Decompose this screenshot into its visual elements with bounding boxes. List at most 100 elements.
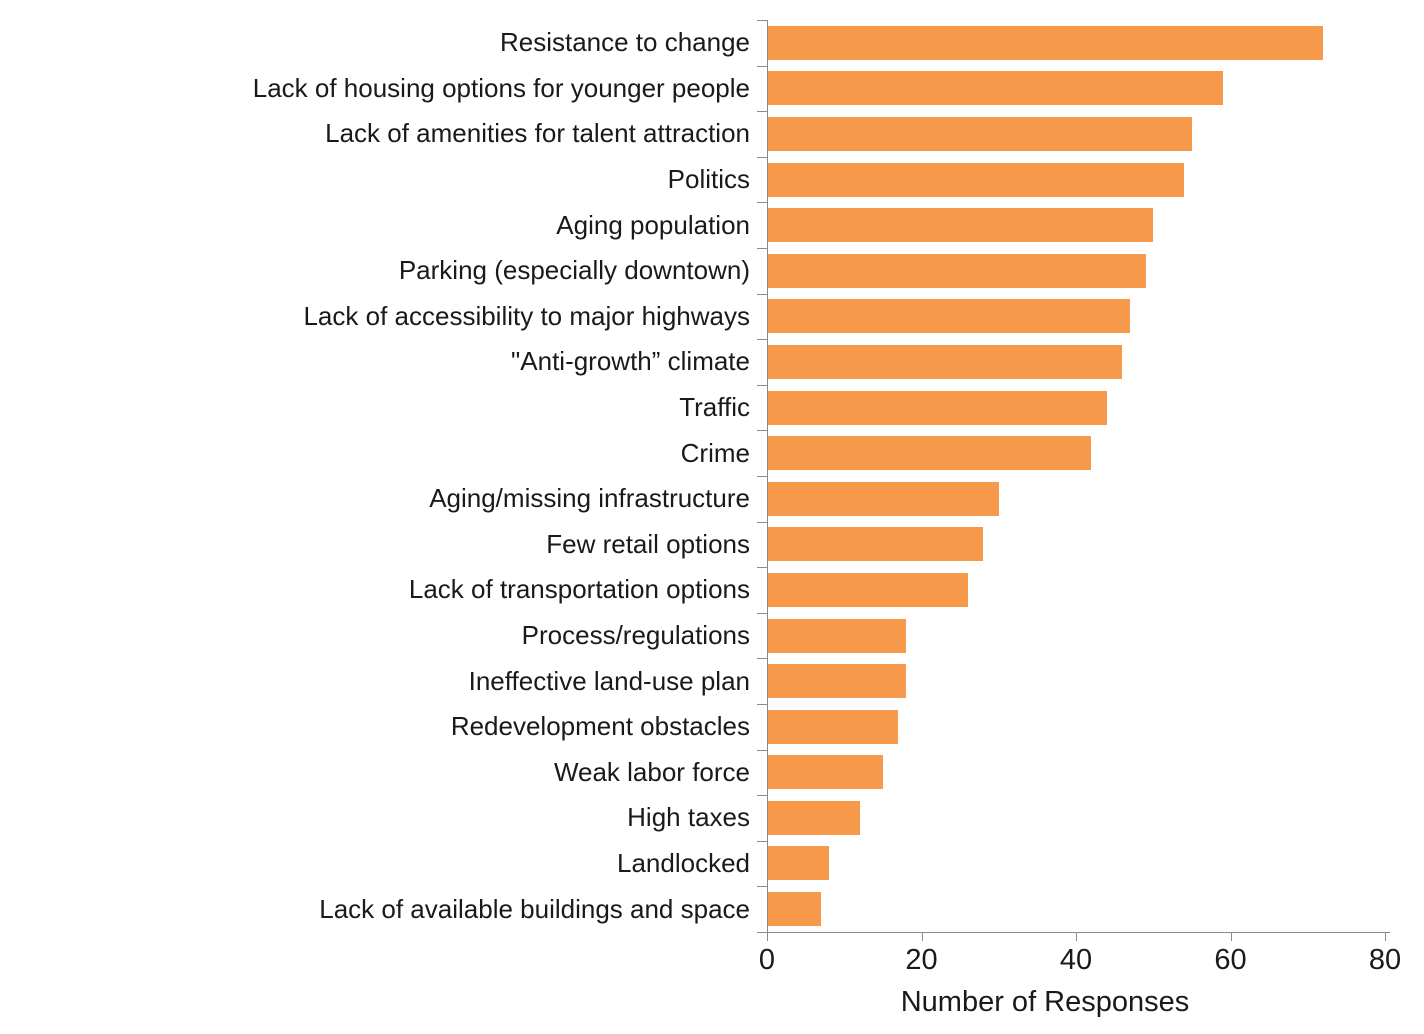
bar	[767, 618, 907, 653]
y-tick	[757, 476, 767, 477]
bar	[767, 344, 1123, 379]
chart-row: Lack of amenities for talent attraction	[0, 111, 1424, 157]
bar	[767, 25, 1324, 60]
bar	[767, 436, 1092, 471]
bar-track	[767, 476, 1424, 522]
bar-track	[767, 111, 1424, 157]
y-tick	[757, 795, 767, 797]
x-tick-label: 20	[905, 944, 938, 976]
bar-track	[767, 385, 1424, 431]
category-label: Lack of amenities for talent attraction	[325, 118, 750, 149]
y-tick	[757, 111, 767, 113]
y-tick	[757, 293, 767, 295]
chart-row: Landlocked	[0, 841, 1424, 887]
bar	[767, 162, 1185, 197]
bar-track	[767, 886, 1424, 932]
bar	[767, 709, 899, 744]
bar-track	[767, 841, 1424, 887]
chart-row: "Anti-growth” climate	[0, 339, 1424, 385]
category-label: Ineffective land-use plan	[468, 665, 750, 696]
bar	[767, 892, 822, 927]
x-tick-label: 80	[1368, 944, 1402, 976]
chart-row: Traffic	[0, 385, 1424, 431]
bar	[767, 755, 883, 790]
y-tick	[757, 248, 767, 249]
bar-track	[767, 567, 1424, 613]
bar	[767, 208, 1154, 243]
y-tick	[757, 612, 767, 614]
category-label: Process/regulations	[521, 620, 750, 651]
bar-track	[767, 248, 1424, 294]
x-tick	[921, 932, 923, 941]
y-tick	[757, 658, 767, 660]
bar-track	[767, 202, 1424, 248]
bar	[767, 527, 984, 562]
bar-track	[767, 66, 1424, 112]
y-tick	[757, 384, 767, 386]
category-label: Lack of housing options for younger peop…	[252, 72, 750, 103]
y-tick	[757, 20, 767, 21]
x-tick	[1076, 932, 1077, 941]
x-tick-label: 40	[1059, 944, 1093, 976]
chart-row: Lack of transportation options	[0, 567, 1424, 613]
y-tick	[757, 886, 767, 888]
category-label: Few retail options	[546, 528, 750, 559]
chart-row: Process/regulations	[0, 613, 1424, 659]
x-axis-title: Number of Responses	[900, 986, 1190, 1018]
bar-track	[767, 522, 1424, 568]
y-tick	[757, 65, 767, 67]
y-tick	[757, 521, 767, 523]
category-label: Resistance to change	[499, 27, 750, 58]
bar	[767, 572, 968, 607]
category-label: Aging population	[556, 209, 750, 240]
category-label: Redevelopment obstacles	[450, 711, 750, 742]
chart-row: High taxes	[0, 795, 1424, 841]
chart-row: Lack of housing options for younger peop…	[0, 66, 1424, 112]
bar-track	[767, 750, 1424, 796]
bar-track	[767, 613, 1424, 659]
bar	[767, 71, 1223, 106]
category-label: Aging/missing infrastructure	[429, 483, 750, 514]
y-tick	[757, 840, 767, 842]
category-label: Traffic	[679, 392, 750, 423]
x-tick-label: 0	[758, 944, 776, 976]
x-tick	[767, 932, 768, 941]
bar-track	[767, 430, 1424, 476]
category-label: High taxes	[627, 802, 750, 833]
category-label: Lack of transportation options	[408, 574, 750, 605]
y-tick	[757, 156, 767, 158]
chart-row: Ineffective land-use plan	[0, 658, 1424, 704]
y-tick	[757, 567, 767, 569]
bar	[767, 846, 829, 881]
bar-track	[767, 20, 1424, 66]
chart-row: Lack of accessibility to major highways	[0, 294, 1424, 340]
chart-row: Parking (especially downtown)	[0, 248, 1424, 294]
bar	[767, 481, 999, 516]
bar	[767, 800, 860, 835]
category-label: "Anti-growth” climate	[511, 346, 750, 377]
bar-track	[767, 157, 1424, 203]
x-tick-label: 60	[1214, 944, 1247, 976]
bar	[767, 299, 1131, 334]
bar-track	[767, 704, 1424, 750]
bar-track	[767, 795, 1424, 841]
y-tick	[757, 430, 767, 432]
category-label: Crime	[680, 437, 750, 468]
chart-row: Politics	[0, 157, 1424, 203]
bar-track	[767, 294, 1424, 340]
chart-row: Aging population	[0, 202, 1424, 248]
chart-row: Resistance to change	[0, 20, 1424, 66]
category-label: Parking (especially downtown)	[398, 255, 750, 286]
category-label: Politics	[667, 164, 750, 195]
chart-row: Lack of available buildings and space	[0, 886, 1424, 932]
bar-track	[767, 339, 1424, 385]
x-tick	[1230, 932, 1232, 941]
chart-row: Redevelopment obstacles	[0, 704, 1424, 750]
category-label: Lack of accessibility to major highways	[303, 300, 750, 331]
chart-rows: Resistance to change Lack of housing opti…	[0, 20, 1424, 932]
axis-line	[757, 932, 1390, 933]
y-tick	[757, 202, 767, 204]
category-label: Lack of available buildings and space	[319, 893, 750, 924]
chart-row: Weak labor force	[0, 750, 1424, 796]
